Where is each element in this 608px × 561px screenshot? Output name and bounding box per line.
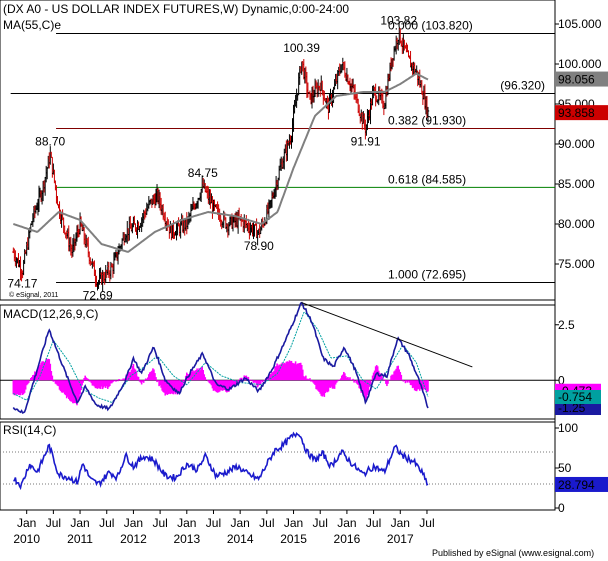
- rsi-tick-label: 50: [558, 461, 572, 475]
- year-label: 2015: [280, 532, 307, 546]
- rsi-series: [0, 431, 555, 491]
- price-tick-label: 105.000: [558, 17, 602, 31]
- year-label: 2017: [387, 532, 414, 546]
- rsi-value-text: 28.794: [558, 478, 595, 492]
- moving-average-series: [13, 72, 429, 253]
- time-tick-label: Jan: [230, 516, 249, 530]
- rsi-tick-label: 100: [558, 421, 578, 435]
- time-tick-label: Jul: [259, 516, 274, 530]
- year-label: 2010: [13, 532, 40, 546]
- time-tick-label: Jan: [177, 516, 196, 530]
- price-tick-label: 80.000: [558, 217, 595, 231]
- fib-label-3: 0.618 (84.585): [388, 172, 466, 186]
- ma-value-flag: [555, 71, 608, 87]
- fib-label-1: (96.320): [500, 78, 545, 92]
- price-tick-label: 90.000: [558, 137, 595, 151]
- swing-label: 91.91: [351, 135, 381, 149]
- macd-signal-line: [13, 311, 429, 403]
- chart-title: (DX A0 - US DOLLAR INDEX FUTURES,W) Dyna…: [3, 2, 349, 16]
- last-price-text: 93.858: [558, 106, 595, 120]
- price-axis: 75.00080.00085.00090.00095.000100.000105…: [555, 17, 608, 271]
- year-label: 2013: [173, 532, 200, 546]
- time-axis: Jan Jul Jan Jul Jan Jul Jan Jul Jan Jul Jan Jul Jan J…: [13, 510, 435, 546]
- fibonacci-lines: 0.000 (103.820) (96.320) 0.382 (91.930) 0.6…: [10, 18, 555, 283]
- macd-value-text: -1.25: [558, 401, 586, 415]
- year-label: 2016: [334, 532, 361, 546]
- macd-signal-value-text: -0.754: [558, 390, 592, 404]
- swing-label: 74.17: [7, 277, 37, 291]
- rsi-tick-label: 0: [558, 501, 565, 515]
- time-tick-label: Jul: [206, 516, 221, 530]
- year-label: 2014: [227, 532, 254, 546]
- price-annotations: 74.17 88.70 72.69 84.75 78.90 100.39 91.91 103.…: [7, 13, 417, 302]
- swing-label: 72.69: [83, 288, 113, 302]
- rsi-label: RSI(14,C): [3, 423, 56, 437]
- time-tick-label: Jan: [70, 516, 89, 530]
- rsi-panel-frame: [0, 421, 556, 511]
- macd-value-flag: [555, 401, 601, 416]
- price-tick-label: 100.000: [558, 57, 602, 71]
- macd-line: [12, 301, 429, 414]
- macd-panel-frame: [0, 304, 556, 420]
- swing-label: 84.75: [188, 166, 218, 180]
- macd-tick-label: 2.5: [558, 318, 575, 332]
- price-series: [12, 27, 430, 292]
- ma-line: [13, 72, 429, 253]
- swing-label: 103.82: [380, 13, 417, 27]
- rsi-line: [13, 431, 429, 491]
- price-tick-label: 75.000: [558, 257, 595, 271]
- rsi-axis: 0 50 100 28.794: [555, 421, 608, 515]
- time-tick-label: Jul: [366, 516, 381, 530]
- fib-label-2: 0.382 (91.930): [388, 114, 466, 128]
- time-tick-label: Jul: [46, 516, 61, 530]
- time-tick-label: Jul: [99, 516, 114, 530]
- swing-label: 100.39: [283, 41, 320, 55]
- macd-series: [0, 301, 555, 414]
- publisher-footer: Published by eSignal (www.esignal.com): [432, 548, 594, 558]
- time-tick-label: Jul: [152, 516, 167, 530]
- price-panel-frame: [0, 0, 556, 301]
- year-label: 2011: [67, 532, 93, 546]
- time-tick-label: Jan: [337, 516, 356, 530]
- ma-label: MA(55,C)e: [3, 18, 61, 32]
- macd-tick-label: 0: [558, 373, 565, 387]
- price-tick-label: 85.000: [558, 177, 595, 191]
- year-label: 2012: [120, 532, 147, 546]
- time-tick-label: Jul: [313, 516, 328, 530]
- rsi-value-flag: [555, 476, 608, 492]
- time-tick-label: Jan: [124, 516, 143, 530]
- time-tick-label: Jan: [284, 516, 303, 530]
- macd-axis: 02.5-0.473-1.25-0.754: [555, 318, 601, 416]
- macd-signal-value-flag: [555, 389, 601, 404]
- macd-trendline: [301, 302, 473, 368]
- time-tick-label: Jul: [419, 516, 434, 530]
- fib-label-0: 0.000 (103.820): [388, 18, 473, 32]
- macd-label: MACD(12,26,9,C): [3, 307, 98, 321]
- copyright-note: © eSignal, 2011: [9, 291, 59, 299]
- time-tick-label: Jan: [17, 516, 36, 530]
- fib-label-4: 1.000 (72.695): [388, 267, 466, 281]
- ma-value-text: 98.056: [558, 73, 595, 87]
- swing-label: 78.90: [244, 239, 274, 253]
- time-tick-label: Jan: [391, 516, 410, 530]
- last-price-flag: [555, 105, 608, 121]
- swing-label: 88.70: [35, 134, 65, 148]
